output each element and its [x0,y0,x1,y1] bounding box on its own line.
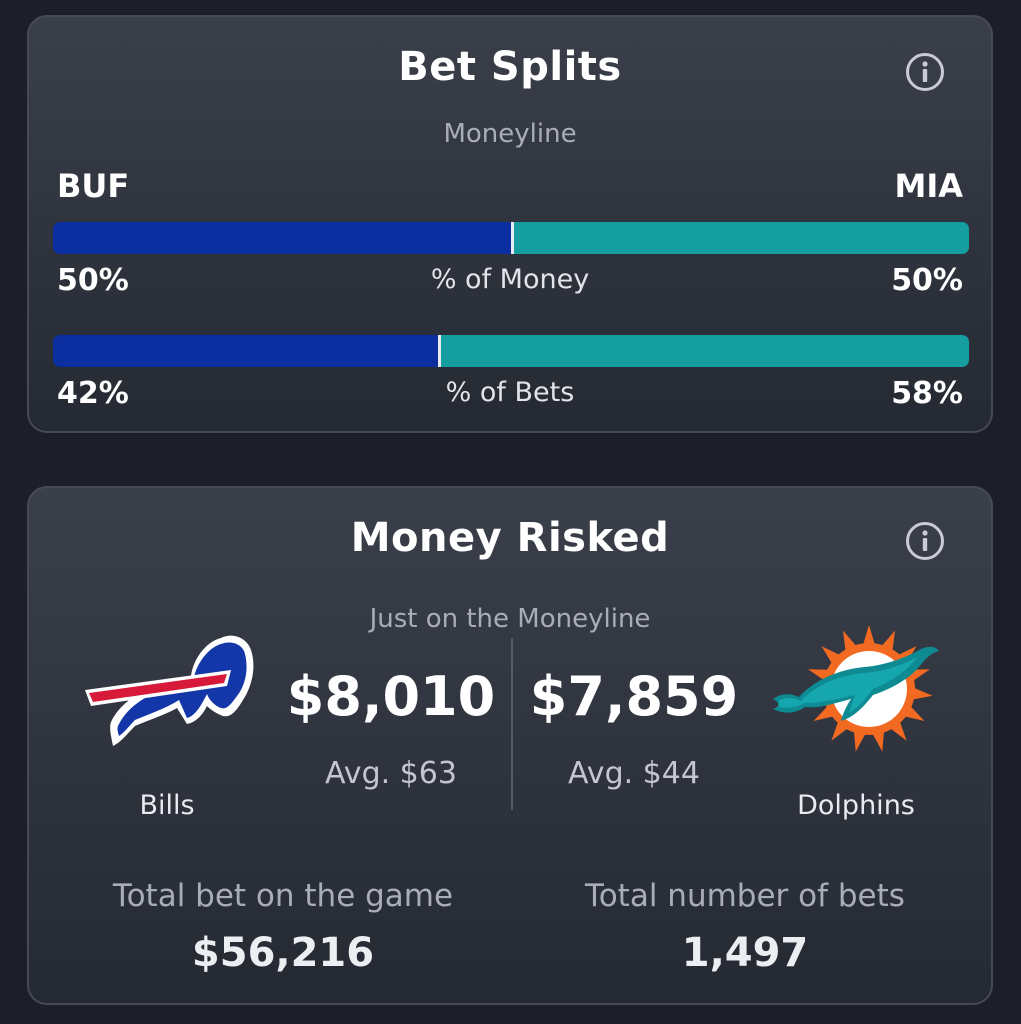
bets-away-pct: 42% [57,376,129,411]
home-amount: $7,859 [529,665,739,728]
bets-home-pct: 58% [891,376,963,411]
total-bet-value: $56,216 [191,930,375,976]
money-split-bar [53,222,969,254]
dolphins-logo-icon [773,625,939,752]
money-label: % of Money [430,264,590,295]
money-risked-title: Money Risked [350,515,670,561]
home-avg: Avg. $44 [568,756,700,791]
money-risked-subtitle: Just on the Moneyline [369,604,651,634]
bets-away-segment [53,335,438,367]
total-bet-label: Total bet on the game [112,878,454,914]
away-team-abbr: BUF [57,167,130,205]
bet-splits-title: Bet Splits [398,44,622,90]
money-home-pct: 50% [891,263,963,298]
money-away-pct: 50% [57,263,129,298]
money-away-segment [53,222,511,254]
home-team-abbr: MIA [894,167,963,205]
bet-splits-card: Bet Splits Moneyline BUF MIA 50% % of Mo… [27,15,993,433]
away-amount: $8,010 [286,665,496,728]
bills-logo-icon [85,635,254,746]
total-bets-value: 1,497 [681,930,809,976]
info-icon[interactable] [905,521,945,561]
team-divider [511,638,513,810]
bets-split-bar [53,335,969,367]
info-icon[interactable] [905,52,945,92]
away-avg: Avg. $63 [325,756,457,791]
total-bets-label: Total number of bets [585,878,905,914]
money-home-segment [511,222,969,254]
home-team-name: Dolphins [797,790,915,821]
away-team-name: Bills [139,790,195,821]
bets-label: % of Bets [445,377,575,408]
money-risked-card: Money Risked Just on the Moneyline $8,01… [27,486,993,1005]
bet-splits-subtitle: Moneyline [443,119,577,149]
bets-home-segment [437,335,969,367]
